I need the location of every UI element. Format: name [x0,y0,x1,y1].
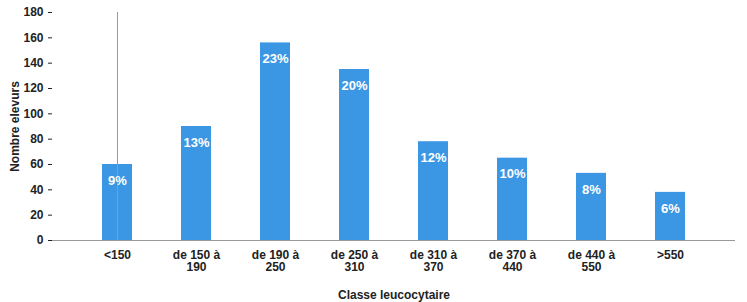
svg-text:140: 140 [23,56,43,70]
svg-text:de 250 à310: de 250 à310 [331,248,379,274]
svg-text:9%: 9% [108,173,127,188]
svg-text:Classe leucocytaire: Classe leucocytaire [338,288,450,302]
svg-text:de 150 à190: de 150 à190 [173,248,221,274]
svg-text:160: 160 [23,31,43,45]
svg-text:20: 20 [30,208,44,222]
svg-text:80: 80 [30,132,44,146]
svg-text:120: 120 [23,81,43,95]
svg-text:100: 100 [23,107,43,121]
svg-text:de 370 à440: de 370 à440 [489,248,537,274]
svg-text:Nombre elevurs: Nombre elevurs [8,81,22,172]
svg-text:0: 0 [37,233,44,247]
svg-text:23%: 23% [262,51,288,66]
svg-text:6%: 6% [661,201,680,216]
svg-text:de 190 à250: de 190 à250 [252,248,300,274]
svg-text:10%: 10% [499,166,525,181]
svg-text:12%: 12% [420,150,446,165]
svg-text:>550: >550 [657,248,684,262]
svg-text:13%: 13% [183,135,209,150]
svg-text:de 310 à370: de 310 à370 [410,248,458,274]
svg-text:40: 40 [30,183,44,197]
svg-text:<150: <150 [104,248,131,262]
svg-text:de 440 à550: de 440 à550 [568,248,616,274]
svg-text:60: 60 [30,157,44,171]
svg-text:8%: 8% [582,182,601,197]
svg-text:180: 180 [23,5,43,19]
svg-text:20%: 20% [341,78,367,93]
